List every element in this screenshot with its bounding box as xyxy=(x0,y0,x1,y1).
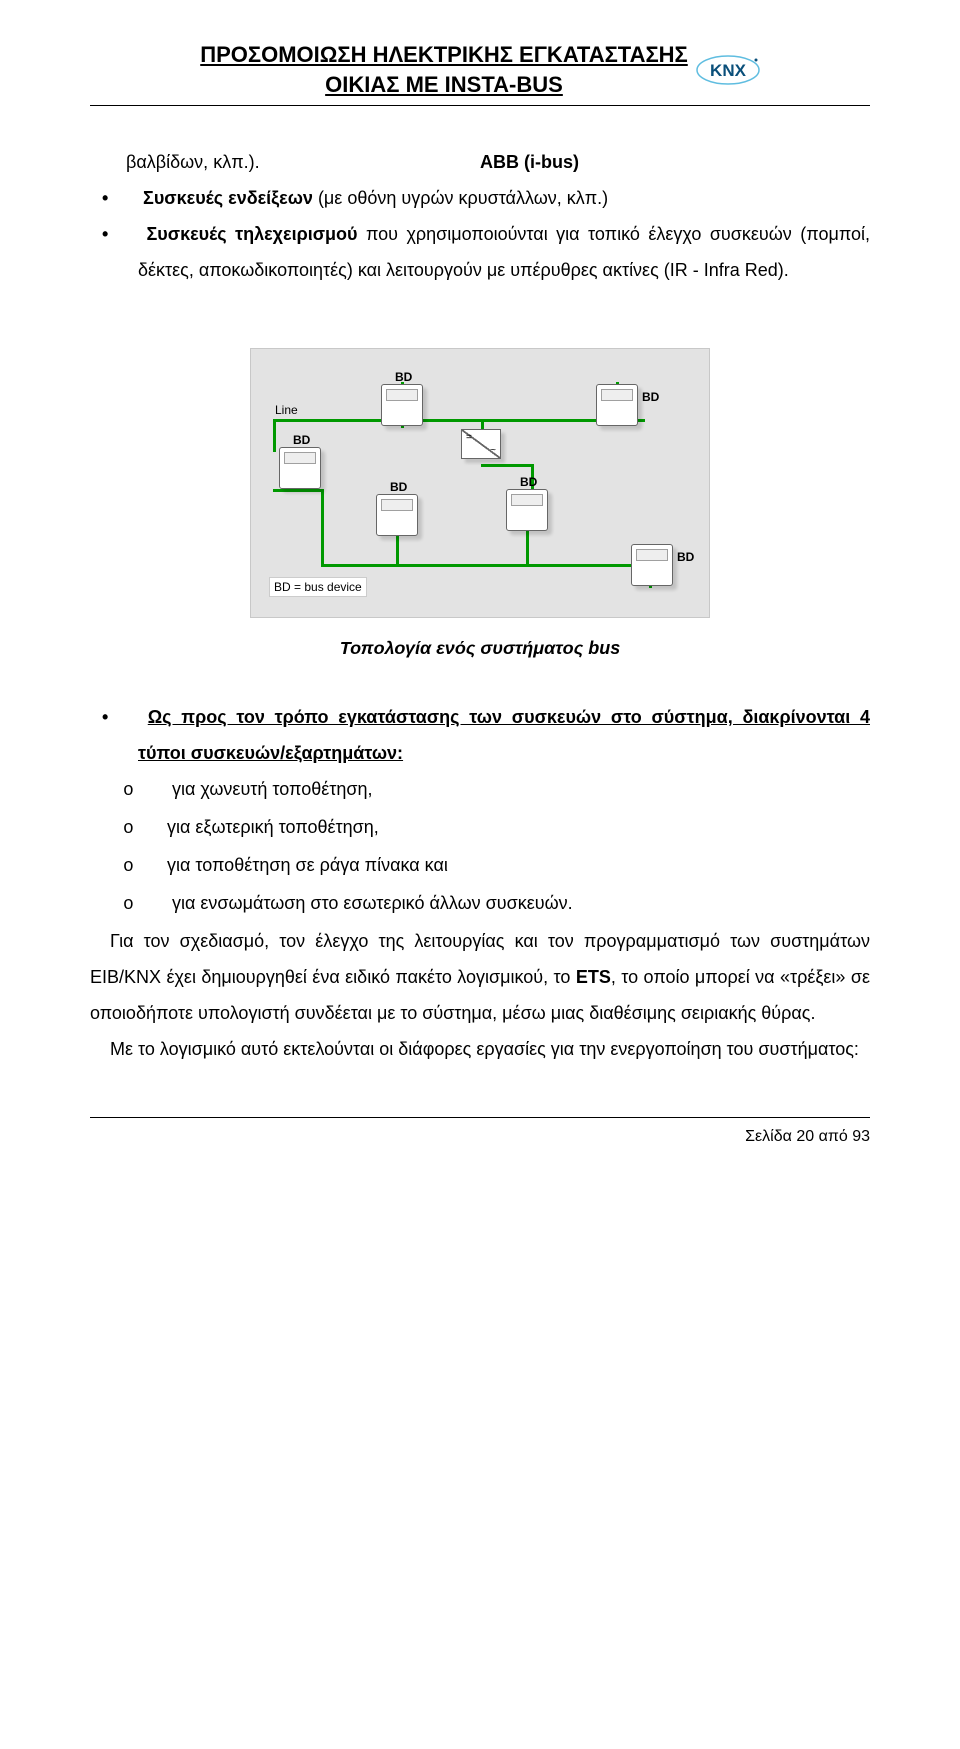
title-line-1: ΠΡΟΣΟΜΟΙΩΣΗ ΗΛΕΚΤΡΙΚΗΣ ΕΓΚΑΤΑΣΤΑΣΗΣ xyxy=(200,42,688,67)
page-number: Σελίδα 20 από 93 xyxy=(90,1128,870,1146)
header-rule xyxy=(90,105,870,106)
bullet-item: Συσκευές ενδείξεων (με οθόνη υγρών κρυστ… xyxy=(120,180,870,216)
cont-text: βαλβίδων, κλπ.). xyxy=(90,144,480,180)
bus-wire xyxy=(273,419,645,422)
device-label: BD xyxy=(395,370,412,384)
sub-list: για χωνευτή τοποθέτηση,για εξωτερική τοπ… xyxy=(90,771,870,923)
bus-wire xyxy=(396,534,399,567)
paragraph: Με το λογισμικό αυτό εκτελούνται οι διάφ… xyxy=(90,1031,870,1067)
list-item: για ενσωμάτωση στο εσωτερικό άλλων συσκε… xyxy=(145,885,870,923)
list-item: για τοποθέτηση σε ράγα πίνακα και xyxy=(145,847,870,885)
figure-container: Line BD BD BD BD BD BD =~ BD = bus device xyxy=(90,348,870,618)
bus-wire xyxy=(273,489,324,492)
bus-device xyxy=(506,489,548,531)
bus-wire xyxy=(321,564,651,567)
bus-wire xyxy=(526,529,529,567)
list-heading: Ως προς τον τρόπο εγκατάστασης των συσκε… xyxy=(138,707,870,763)
para-bold: ETS xyxy=(576,967,611,987)
device-label: BD xyxy=(390,480,407,494)
title-line-2: ΟΙΚΙΑΣ ΜΕ INSTA-BUS xyxy=(325,72,563,97)
bullet-bold: Συσκευές ενδείξεων xyxy=(143,188,313,208)
paragraph: Για τον σχεδιασμό, τον έλεγχο της λειτου… xyxy=(90,923,870,1031)
line-label: Line xyxy=(275,403,298,417)
bus-device xyxy=(631,544,673,586)
bus-wire xyxy=(273,419,276,452)
device-label: BD xyxy=(293,433,310,447)
list-item: για εξωτερική τοποθέτηση, xyxy=(145,809,870,847)
bus-device xyxy=(279,447,321,489)
bus-wire xyxy=(321,489,324,567)
device-label: BD xyxy=(520,475,537,489)
figure-legend: BD = bus device xyxy=(269,577,367,597)
figure-caption: Τοπολογία ενός συστήματος bus xyxy=(90,638,870,659)
device-label: BD xyxy=(642,390,659,404)
page-title: ΠΡΟΣΟΜΟΙΩΣΗ ΗΛΕΚΤΡΙΚΗΣ ΕΓΚΑΤΑΣΤΑΣΗΣ ΟΙΚΙ… xyxy=(200,40,688,99)
bus-device xyxy=(381,384,423,426)
footer-rule xyxy=(90,1117,870,1118)
bullet-bold: Συσκευές τηλεχειρισμού xyxy=(146,224,357,244)
page-header: ΠΡΟΣΟΜΟΙΩΣΗ ΗΛΕΚΤΡΙΚΗΣ ΕΓΚΑΤΑΣΤΑΣΗΣ ΟΙΚΙ… xyxy=(90,40,870,106)
bus-topology-figure: Line BD BD BD BD BD BD =~ BD = bus device xyxy=(250,348,710,618)
svg-text:KNX: KNX xyxy=(710,61,747,80)
bullet-item: Ως προς τον τρόπο εγκατάστασης των συσκε… xyxy=(120,699,870,771)
knx-logo: KNX xyxy=(696,55,760,85)
bus-wire xyxy=(481,464,531,467)
converter-icon: =~ xyxy=(461,429,501,459)
bullet-rest: (με οθόνη υγρών κρυστάλλων, κλπ.) xyxy=(313,188,608,208)
bus-device xyxy=(596,384,638,426)
abb-label: ABB (i-bus) xyxy=(480,144,870,180)
device-label: BD xyxy=(677,550,694,564)
bus-device xyxy=(376,494,418,536)
bullet-item: Συσκευές τηλεχειρισμού που χρησιμοποιούν… xyxy=(120,216,870,288)
list-item: για χωνευτή τοποθέτηση, xyxy=(145,771,870,809)
